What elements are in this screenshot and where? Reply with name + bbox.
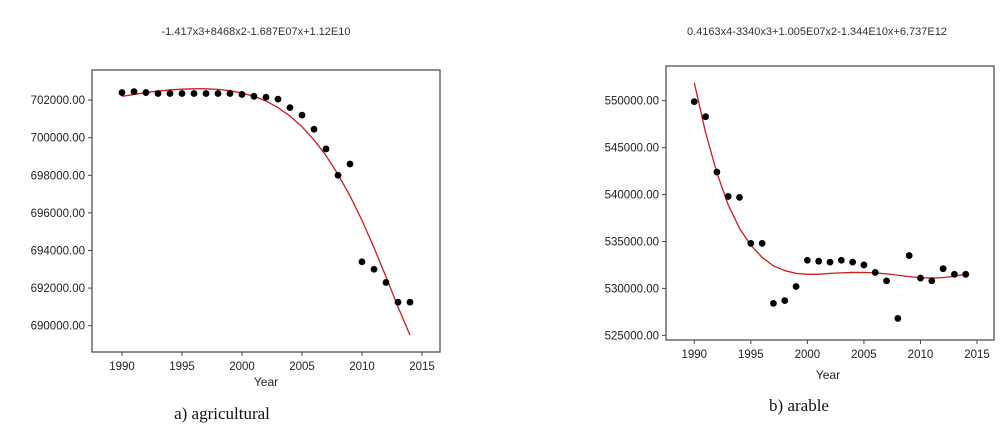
x-tick-label: 2010 — [349, 361, 375, 373]
data-point — [894, 315, 902, 322]
data-point — [883, 277, 890, 285]
y-tick-label: 702000.00 — [31, 95, 85, 107]
data-point — [310, 125, 318, 133]
x-tick-label: 2005 — [851, 349, 877, 361]
x-tick-label: 2005 — [289, 361, 315, 373]
data-point — [118, 89, 126, 96]
data-point — [962, 270, 970, 278]
data-point — [286, 104, 294, 111]
data-point — [849, 258, 857, 266]
y-axis: 690000.00 692000.00 694000.00 696000.00 6980… — [31, 95, 92, 333]
data-point — [781, 297, 789, 304]
data-point — [262, 93, 270, 101]
data-points-group — [690, 98, 970, 322]
data-point — [358, 258, 366, 266]
y-tick-label: 550000.00 — [605, 96, 659, 108]
data-point — [837, 256, 845, 264]
data-point — [713, 168, 721, 176]
x-tick-label: 1995 — [738, 349, 764, 361]
data-point — [346, 160, 354, 168]
x-tick-label: 2010 — [908, 349, 934, 361]
data-point — [130, 88, 138, 96]
equation-label: -1.417x3+8468x2-1.687E07x+1.12E10 — [162, 26, 351, 38]
panel-caption: b) arable — [769, 396, 829, 415]
data-point — [382, 279, 390, 286]
trend-curve-group — [693, 82, 966, 279]
data-point — [826, 258, 834, 266]
data-point — [406, 298, 414, 306]
y-tick-label: 696000.00 — [31, 208, 85, 220]
data-point — [792, 283, 800, 290]
x-axis-title: Year — [816, 368, 840, 382]
data-point — [758, 239, 766, 247]
data-point — [226, 90, 234, 97]
data-point — [905, 252, 913, 259]
y-tick-label: 545000.00 — [605, 143, 659, 155]
data-point — [702, 113, 709, 121]
data-point — [190, 90, 198, 97]
data-point — [142, 89, 150, 96]
x-tick-label: 1990 — [681, 349, 707, 361]
y-tick-label: 535000.00 — [605, 236, 659, 248]
y-tick-label: 525000.00 — [605, 330, 659, 342]
y-tick-label: 692000.00 — [31, 283, 85, 295]
plot-frame — [665, 65, 995, 341]
data-point — [322, 145, 330, 153]
data-point — [871, 269, 879, 276]
plot-frame — [91, 69, 441, 353]
y-tick-label: 700000.00 — [31, 133, 85, 145]
data-point — [803, 256, 811, 264]
equation-label: 0.4163x4-3340x3+1.005E07x2-1.344E10x+6.7… — [687, 26, 947, 38]
trend-curve — [693, 82, 966, 279]
y-tick-label: 540000.00 — [605, 190, 659, 202]
data-point — [370, 265, 378, 273]
data-point — [860, 261, 868, 269]
data-point — [298, 111, 306, 119]
trend-curve-group — [121, 88, 411, 336]
panel-caption: a) agricultural — [174, 404, 270, 423]
x-tick-label: 1995 — [169, 361, 195, 373]
data-points-group — [118, 88, 414, 306]
data-point — [939, 265, 947, 273]
y-tick-label: 530000.00 — [605, 283, 659, 295]
y-axis: 525000.00 530000.00 535000.00 540000.00 5450… — [605, 96, 666, 342]
x-tick-label: 2000 — [795, 349, 821, 361]
x-tick-label: 1990 — [109, 361, 135, 373]
data-point — [747, 239, 755, 247]
y-tick-label: 698000.00 — [31, 170, 85, 182]
data-point — [166, 90, 174, 97]
data-point — [334, 171, 342, 179]
trend-curve — [121, 88, 411, 336]
data-point — [690, 98, 698, 106]
chart-panel-arable: 0.4163x4-3340x3+1.005E07x2-1.344E10x+6.7… — [605, 26, 995, 415]
data-point — [770, 300, 777, 307]
data-point — [154, 90, 162, 97]
data-point — [736, 193, 743, 201]
data-point — [724, 193, 732, 200]
data-point — [202, 90, 210, 97]
data-point — [178, 90, 186, 97]
data-point — [250, 92, 258, 100]
x-axis: 1990 1995 2000 2005 2010 2015 — [109, 352, 435, 373]
y-tick-label: 690000.00 — [31, 321, 85, 333]
x-tick-label: 2000 — [229, 361, 255, 373]
data-point — [394, 298, 402, 306]
data-point — [214, 90, 222, 97]
y-tick-label: 694000.00 — [31, 245, 85, 257]
data-point — [274, 95, 282, 103]
x-tick-label: 2015 — [409, 361, 435, 373]
data-point — [951, 270, 958, 278]
data-point — [815, 257, 823, 265]
chart-panel-agricultural: -1.417x3+8468x2-1.687E07x+1.12E10 690000… — [31, 26, 441, 423]
data-point — [238, 91, 246, 98]
x-axis: 1990 1995 2000 2005 2010 2015 — [681, 340, 990, 361]
data-point — [917, 274, 924, 282]
x-tick-label: 2015 — [964, 349, 990, 361]
data-point — [928, 277, 936, 285]
x-axis-title: Year — [254, 375, 278, 389]
